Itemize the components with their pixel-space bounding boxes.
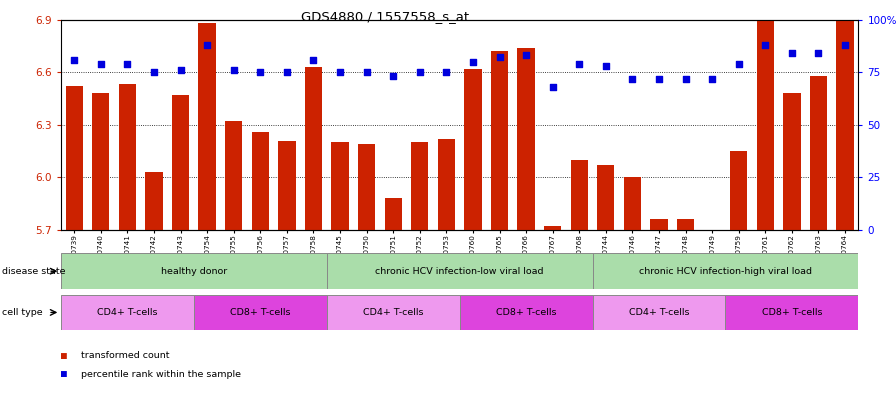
Text: cell type: cell type [2, 308, 42, 317]
Point [253, 69, 267, 75]
Point [200, 42, 214, 48]
Text: percentile rank within the sample: percentile rank within the sample [81, 370, 241, 378]
Point [812, 50, 826, 57]
Point [439, 69, 453, 75]
Point [493, 54, 507, 61]
Point [599, 63, 613, 69]
Point [572, 61, 586, 67]
Bar [279, 141, 296, 230]
Text: disease state: disease state [2, 267, 65, 275]
Text: chronic HCV infection-low viral load: chronic HCV infection-low viral load [375, 267, 544, 275]
Bar [677, 219, 694, 230]
Bar [61, 295, 194, 330]
Point [412, 69, 426, 75]
Bar [837, 20, 854, 230]
Bar [464, 69, 481, 230]
Bar [119, 84, 136, 230]
Point [333, 69, 348, 75]
Point [386, 73, 401, 79]
Point [466, 59, 480, 65]
Text: healthy donor: healthy donor [160, 267, 227, 275]
Bar [305, 67, 322, 230]
Point [652, 75, 667, 82]
Bar [252, 132, 269, 230]
Bar [598, 165, 615, 230]
Bar [411, 142, 428, 230]
Bar [61, 253, 327, 289]
Point [546, 84, 560, 90]
Point [758, 42, 772, 48]
Bar [624, 177, 641, 230]
Point [147, 69, 161, 75]
Bar [460, 295, 592, 330]
Bar [65, 86, 82, 230]
Bar [172, 95, 189, 230]
Text: CD4+ T-cells: CD4+ T-cells [629, 308, 689, 317]
Bar [650, 219, 668, 230]
Point [678, 75, 693, 82]
Text: CD8+ T-cells: CD8+ T-cells [762, 308, 823, 317]
Text: GDS4880 / 1557558_s_at: GDS4880 / 1557558_s_at [301, 10, 470, 23]
Bar [194, 295, 327, 330]
Bar [726, 295, 858, 330]
Bar [571, 160, 588, 230]
Point [227, 67, 241, 73]
Point [67, 57, 82, 63]
Bar [810, 76, 827, 230]
Point [625, 75, 640, 82]
Bar [438, 139, 455, 230]
Point [94, 61, 108, 67]
Text: ■: ■ [61, 369, 67, 379]
Bar [757, 20, 774, 230]
Point [519, 52, 533, 59]
Point [731, 61, 745, 67]
Text: CD8+ T-cells: CD8+ T-cells [230, 308, 290, 317]
Bar [544, 226, 561, 230]
Point [280, 69, 294, 75]
Point [306, 57, 321, 63]
Point [705, 75, 719, 82]
Point [785, 50, 799, 57]
Bar [332, 142, 349, 230]
Bar [518, 48, 535, 230]
Bar [199, 23, 216, 230]
Bar [145, 172, 162, 230]
Point [359, 69, 374, 75]
Text: chronic HCV infection-high viral load: chronic HCV infection-high viral load [639, 267, 812, 275]
Text: ■: ■ [61, 351, 67, 361]
Bar [384, 198, 401, 230]
Bar [592, 253, 858, 289]
Point [174, 67, 188, 73]
Point [120, 61, 134, 67]
Bar [592, 295, 726, 330]
Bar [358, 144, 375, 230]
Text: CD4+ T-cells: CD4+ T-cells [97, 308, 158, 317]
Text: CD8+ T-cells: CD8+ T-cells [495, 308, 556, 317]
Bar [730, 151, 747, 230]
Bar [327, 253, 592, 289]
Bar [327, 295, 460, 330]
Text: CD4+ T-cells: CD4+ T-cells [363, 308, 424, 317]
Point [838, 42, 852, 48]
Bar [225, 121, 242, 230]
Bar [491, 51, 508, 230]
Text: transformed count: transformed count [81, 351, 169, 360]
Bar [92, 93, 109, 230]
Bar [783, 93, 800, 230]
